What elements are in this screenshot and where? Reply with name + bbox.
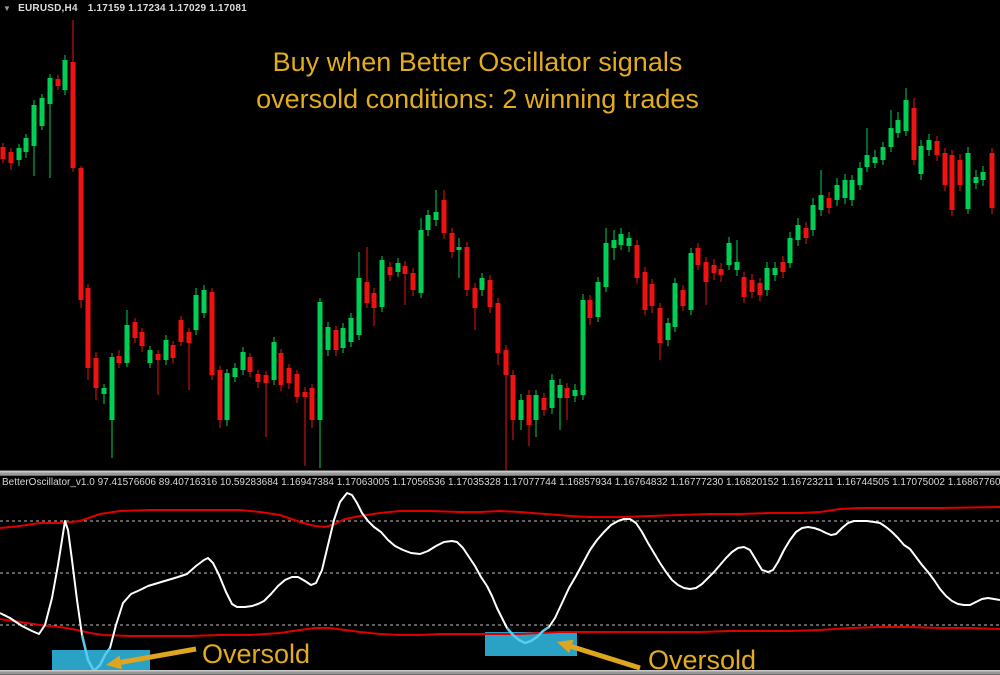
oversold-label-1: Oversold [648, 645, 757, 675]
oversold-label-0: Oversold [202, 639, 311, 669]
chart-annotation-text: Buy when Better Oscillator signals overs… [105, 44, 850, 118]
indicator-values-label: BetterOscillator_v1.0 97.41576606 89.407… [2, 477, 1000, 488]
chart-header: ▼ EURUSD,H4 1.17159 1.17234 1.17029 1.17… [3, 3, 247, 14]
oscillator-oversold-dips [80, 625, 550, 673]
candlestick-series [0, 20, 995, 470]
oscillator-red-bands [0, 506, 1000, 637]
annotation-line-1: Buy when Better Oscillator signals [272, 47, 683, 77]
chart-collapse-arrow-icon[interactable]: ▼ [3, 3, 12, 13]
window-bottom-bar [0, 670, 1000, 675]
annotation-arrows [106, 639, 641, 671]
symbol-period-label: EURUSD,H4 [18, 3, 78, 14]
pane-divider-handle[interactable] [0, 470, 1000, 476]
annotation-line-2: oversold conditions: 2 winning trades [256, 84, 699, 114]
oscillator-level-lines [0, 520, 1000, 626]
ohlc-quote-label: 1.17159 1.17234 1.17029 1.17081 [87, 3, 247, 14]
oversold-highlight-boxes [52, 632, 577, 671]
